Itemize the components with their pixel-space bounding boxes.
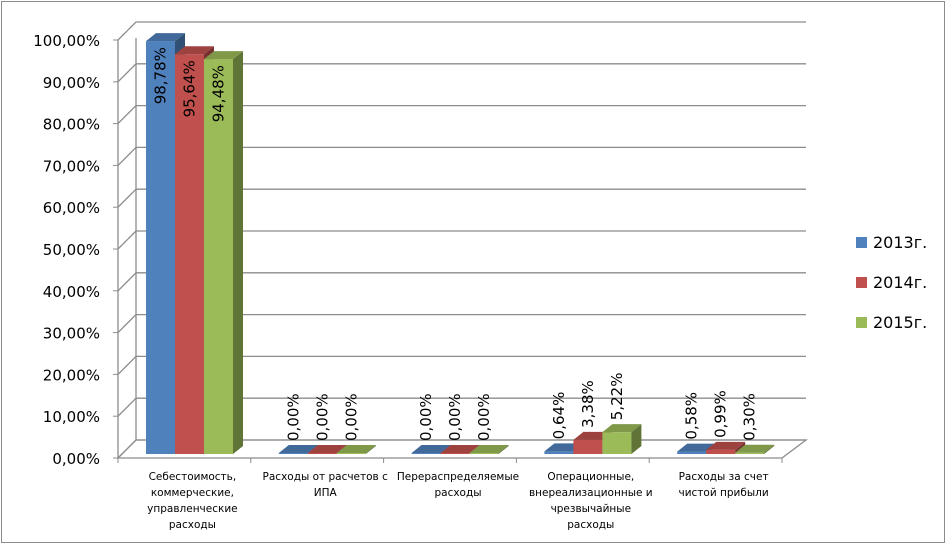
data-label: 0,64% <box>550 392 568 440</box>
bar-front <box>469 453 499 454</box>
y-tick-label: 40,00% <box>43 283 100 301</box>
data-label: 0,00% <box>446 393 464 441</box>
data-label: 0,00% <box>417 393 435 441</box>
bar-top <box>307 445 347 453</box>
bar-front <box>278 453 308 454</box>
y-tick-label: 80,00% <box>43 116 100 134</box>
bar-top <box>602 424 642 433</box>
gridline-side <box>117 314 137 334</box>
bar-top <box>706 441 746 450</box>
legend-label-2015: 2015г. <box>873 312 928 332</box>
x-category-label: Операционные, <box>547 471 634 483</box>
bar-top <box>175 46 214 55</box>
gridline-side <box>117 63 137 83</box>
bar-front <box>735 452 765 454</box>
chart-floor <box>116 439 808 459</box>
bar-side <box>233 51 243 454</box>
gridline-side <box>117 146 137 166</box>
legend-swatch-2013 <box>856 236 867 248</box>
data-label: 0,00% <box>313 393 331 441</box>
x-category-label: Себестоимость, <box>149 471 237 483</box>
data-label: 0,00% <box>284 393 302 441</box>
bar-top <box>336 445 376 453</box>
gridline-side <box>117 397 137 417</box>
bar-front <box>204 59 233 454</box>
bar-front <box>411 453 441 454</box>
legend-label-2013: 2013г. <box>873 232 928 252</box>
bar-front <box>602 432 632 454</box>
gridline-side <box>117 188 137 208</box>
bar-front <box>146 41 175 454</box>
data-label: 5,22% <box>608 373 626 421</box>
data-label: 0,00% <box>342 393 360 441</box>
x-category-label: Перераспределяемые <box>397 471 519 483</box>
bar-side <box>764 444 775 454</box>
y-tick-label: 60,00% <box>43 199 100 217</box>
bar-top <box>469 445 509 453</box>
x-category-label: расходы <box>434 487 481 499</box>
legend-item-2013: 2013г. <box>856 222 944 262</box>
bar-front <box>336 453 366 454</box>
bar-front <box>706 449 736 454</box>
data-label: 0,58% <box>683 392 701 440</box>
legend-item-2014: 2014г. <box>856 262 944 302</box>
legend: 2013г. 2014г. 2015г. <box>856 222 944 342</box>
y-tick-label: 20,00% <box>43 366 100 384</box>
data-label: 0,99% <box>712 390 730 438</box>
gridline-side <box>117 355 137 375</box>
bar-top <box>411 445 451 453</box>
bar-top <box>278 445 318 453</box>
x-category-label: Расходы за счет <box>679 471 769 483</box>
gridline-side <box>117 105 137 125</box>
bar-front <box>544 451 574 454</box>
x-category-label: коммерческие, <box>151 487 234 499</box>
data-label: 98,78% <box>152 47 170 104</box>
bar-front <box>307 453 337 454</box>
bar-top <box>146 33 185 42</box>
gridline-side <box>117 21 137 41</box>
bar-front <box>440 453 470 454</box>
gridline-side <box>117 230 137 250</box>
bar-top <box>440 445 480 453</box>
bar-front <box>677 451 707 454</box>
bar-side <box>631 424 642 454</box>
bar-front <box>573 439 603 454</box>
data-label: 94,48% <box>210 65 228 122</box>
data-label: 0,00% <box>475 393 493 441</box>
y-tick-label: 90,00% <box>43 74 100 92</box>
legend-label-2014: 2014г. <box>873 272 928 292</box>
legend-item-2015: 2015г. <box>856 302 944 342</box>
x-category-label: внереализационные и <box>529 487 653 499</box>
x-category-label: чистой прибыли <box>679 487 769 499</box>
x-category-label: ИПА <box>314 487 338 499</box>
x-category-label: расходы <box>567 519 614 531</box>
data-label: 95,64% <box>181 60 199 117</box>
x-category-label: чрезвычайные <box>551 503 631 515</box>
y-tick-label: 10,00% <box>43 408 100 426</box>
bar-top <box>677 443 717 452</box>
bar-side <box>498 445 509 454</box>
data-label: 0,30% <box>741 393 759 441</box>
x-category-label: управленческие <box>147 503 237 515</box>
bar-front <box>175 54 204 455</box>
bar-top <box>735 444 775 453</box>
x-category-label: Расходы от расчетов с <box>263 471 389 483</box>
y-tick-label: 100,00% <box>33 32 100 50</box>
bar-top <box>204 51 243 60</box>
y-tick-label: 0,00% <box>52 450 100 468</box>
gridline-side <box>117 272 137 292</box>
data-label: 3,38% <box>579 380 597 428</box>
y-tick-label: 30,00% <box>43 325 100 343</box>
y-tick-label: 70,00% <box>43 157 100 175</box>
bar-side <box>365 445 376 454</box>
legend-swatch-2015 <box>856 316 867 328</box>
y-tick-label: 50,00% <box>43 241 100 259</box>
x-category-label: расходы <box>169 519 216 531</box>
legend-swatch-2014 <box>856 276 867 288</box>
